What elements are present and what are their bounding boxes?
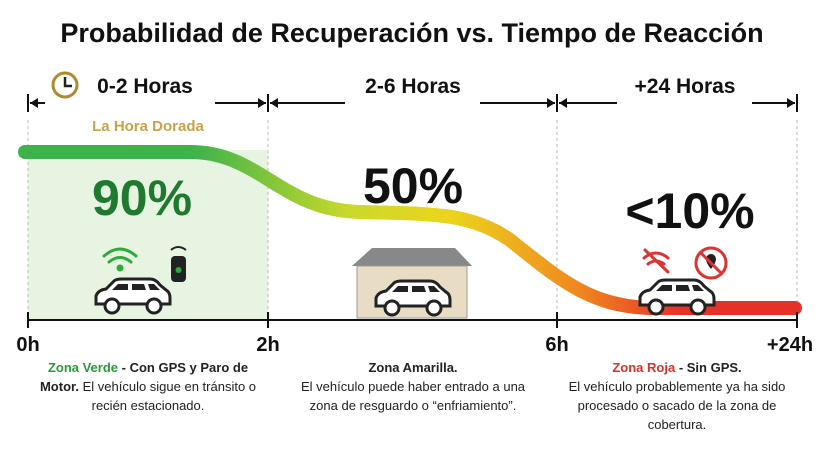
title: Probabilidad de Recuperación vs. Tiempo … bbox=[60, 18, 763, 48]
desc-text: El vehículo sigue en tránsito o recién e… bbox=[82, 379, 257, 413]
no-signal-icon bbox=[642, 248, 670, 274]
recovery-curve bbox=[18, 145, 802, 315]
desc-label-rest: - Sin GPS. bbox=[678, 360, 742, 375]
desc-text: El vehículo puede haber entrado a una zo… bbox=[300, 379, 526, 413]
zone-description: Zona Verde - Con GPS y Paro de Motor. El… bbox=[28, 358, 268, 415]
percent: <10% bbox=[625, 183, 754, 239]
desc-label-rest: - Con GPS y Paro de Motor. bbox=[39, 360, 249, 394]
percent: 50% bbox=[363, 158, 463, 214]
axis-label: 2h bbox=[256, 334, 279, 356]
no-gps-icon bbox=[694, 246, 728, 280]
header-bg bbox=[617, 88, 752, 116]
axis-ticks bbox=[27, 312, 798, 328]
desc-label: Zona Verde bbox=[47, 360, 119, 375]
zone-subheader: La Hora Dorada bbox=[92, 118, 204, 135]
axis-label: 0h bbox=[16, 334, 39, 356]
desc-label: Zona Roja bbox=[612, 360, 676, 375]
zone-header: +24 Horas bbox=[635, 75, 736, 98]
zone-description: Zona Roja - Sin GPS. El vehículo probabl… bbox=[557, 358, 797, 434]
remote-icon bbox=[170, 246, 187, 282]
axis-label: 6h bbox=[545, 334, 568, 356]
axis-label: +24h bbox=[767, 334, 813, 356]
zone-header: 0-2 Horas bbox=[97, 75, 193, 98]
wifi-icon bbox=[102, 247, 138, 272]
clock-icon bbox=[51, 71, 79, 99]
header-bg bbox=[345, 88, 480, 116]
zone-header: 2-6 Horas bbox=[365, 75, 461, 98]
garage-icon bbox=[352, 248, 472, 319]
percent: 90% bbox=[92, 170, 192, 226]
desc-label: Zona Amarilla. bbox=[368, 360, 458, 375]
zone-description: Zona Amarilla. El vehículo puede haber e… bbox=[293, 358, 533, 415]
desc-text: El vehículo probablemente ya ha sido pro… bbox=[568, 379, 786, 432]
